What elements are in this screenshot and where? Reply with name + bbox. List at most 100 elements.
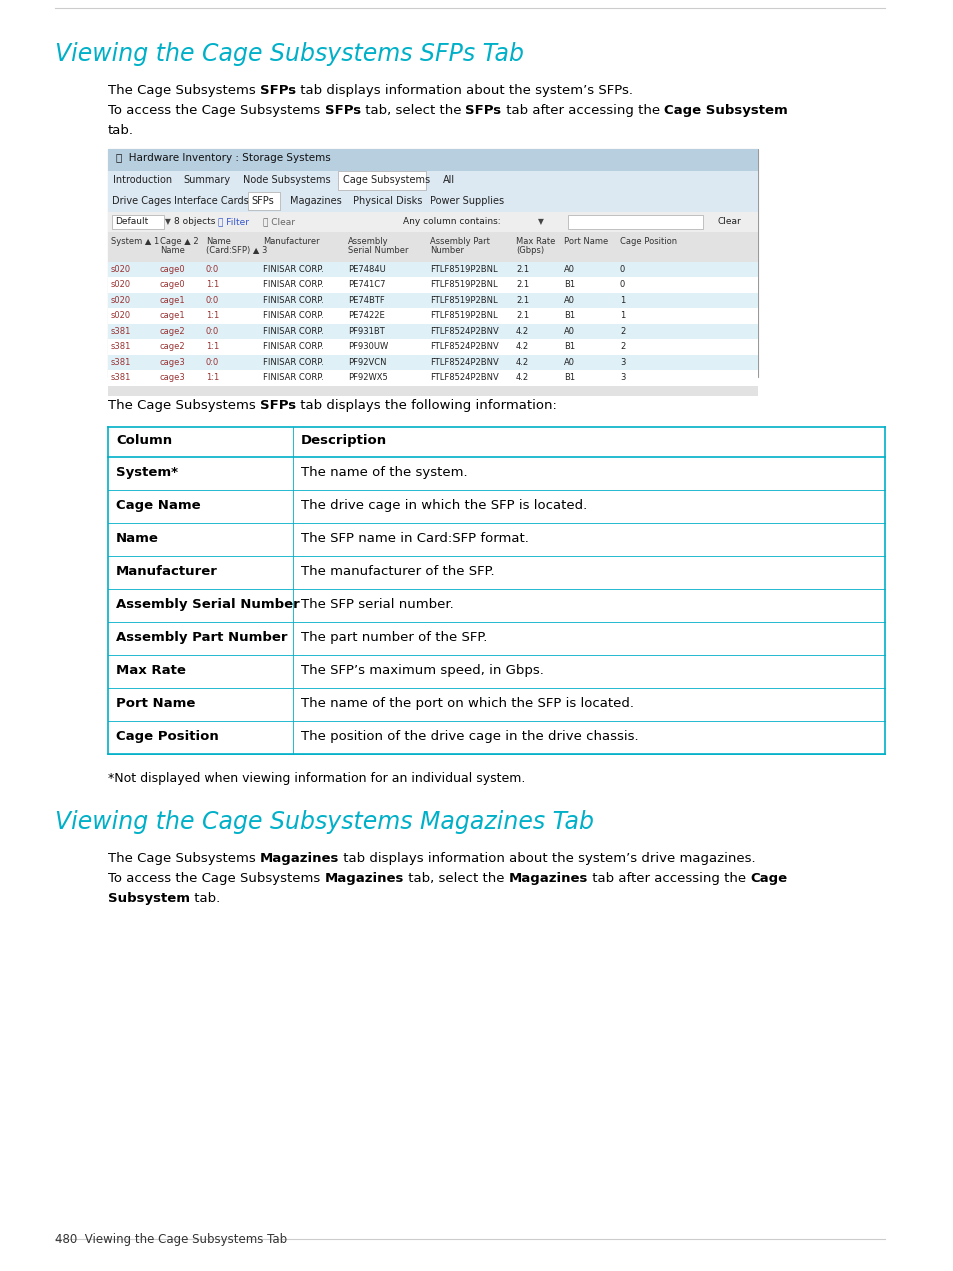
Bar bbox=[108, 371, 758, 386]
Text: 0:0: 0:0 bbox=[206, 327, 219, 336]
Text: Assembly Serial Number: Assembly Serial Number bbox=[116, 597, 299, 611]
Text: 1: 1 bbox=[619, 296, 624, 305]
Text: Physical Disks: Physical Disks bbox=[353, 196, 422, 206]
Text: cage3: cage3 bbox=[160, 358, 186, 367]
Text: (Gbps): (Gbps) bbox=[516, 247, 543, 255]
Text: tab, select the: tab, select the bbox=[403, 872, 508, 885]
Text: tab displays information about the system’s SFPs.: tab displays information about the syste… bbox=[295, 84, 633, 97]
Text: 📄 Filter: 📄 Filter bbox=[218, 217, 249, 226]
Text: Max Rate: Max Rate bbox=[516, 236, 555, 247]
Text: 2: 2 bbox=[619, 327, 624, 336]
Bar bbox=[337, 172, 426, 189]
Text: Serial Number: Serial Number bbox=[348, 247, 408, 255]
Text: Cage Subsystems: Cage Subsystems bbox=[343, 175, 430, 186]
Text: The name of the system.: The name of the system. bbox=[301, 466, 467, 479]
Text: Drive Cages: Drive Cages bbox=[112, 196, 172, 206]
Text: cage0: cage0 bbox=[160, 264, 186, 275]
Text: tab displays the following information:: tab displays the following information: bbox=[295, 399, 557, 412]
Text: To access the Cage Subsystems: To access the Cage Subsystems bbox=[108, 872, 324, 885]
Text: A0: A0 bbox=[563, 296, 575, 305]
Bar bbox=[108, 172, 758, 192]
Text: cage2: cage2 bbox=[160, 342, 186, 352]
Bar bbox=[108, 588, 884, 622]
Text: Power Supplies: Power Supplies bbox=[430, 196, 503, 206]
Bar bbox=[108, 192, 758, 212]
Text: FTLF8519P2BNL: FTLF8519P2BNL bbox=[430, 311, 497, 320]
Text: s020: s020 bbox=[111, 264, 131, 275]
Text: 4.2: 4.2 bbox=[516, 358, 529, 367]
Bar bbox=[108, 309, 758, 324]
Text: FINISAR CORP.: FINISAR CORP. bbox=[263, 296, 323, 305]
Bar bbox=[108, 355, 758, 371]
Text: FTLF8519P2BNL: FTLF8519P2BNL bbox=[430, 281, 497, 290]
Text: s381: s381 bbox=[111, 374, 132, 383]
Bar bbox=[108, 622, 884, 655]
Text: FINISAR CORP.: FINISAR CORP. bbox=[263, 281, 323, 290]
Bar bbox=[108, 212, 758, 233]
Text: cage1: cage1 bbox=[160, 296, 186, 305]
Text: Magazines: Magazines bbox=[508, 872, 587, 885]
Text: cage3: cage3 bbox=[160, 374, 186, 383]
Text: The SFP name in Card:SFP format.: The SFP name in Card:SFP format. bbox=[301, 533, 528, 545]
Text: The position of the drive cage in the drive chassis.: The position of the drive cage in the dr… bbox=[301, 730, 638, 744]
Text: Manufacturer: Manufacturer bbox=[116, 566, 217, 578]
Text: The drive cage in which the SFP is located.: The drive cage in which the SFP is locat… bbox=[301, 500, 587, 512]
Bar bbox=[108, 522, 884, 555]
Text: cage1: cage1 bbox=[160, 311, 186, 320]
Text: *Not displayed when viewing information for an individual system.: *Not displayed when viewing information … bbox=[108, 771, 525, 785]
Bar bbox=[108, 655, 884, 688]
Text: 4.2: 4.2 bbox=[516, 342, 529, 352]
Text: Column: Column bbox=[116, 433, 172, 447]
Text: Cage ▲ 2: Cage ▲ 2 bbox=[160, 236, 198, 247]
Text: PF92VCN: PF92VCN bbox=[348, 358, 386, 367]
Text: Max Rate: Max Rate bbox=[116, 663, 186, 677]
Text: 2: 2 bbox=[619, 342, 624, 352]
Text: Cage Subsystem: Cage Subsystem bbox=[663, 104, 787, 117]
Text: tab.: tab. bbox=[190, 892, 220, 905]
Text: 4.2: 4.2 bbox=[516, 327, 529, 336]
Bar bbox=[108, 339, 758, 355]
Text: s381: s381 bbox=[111, 342, 132, 352]
Text: PE7422E: PE7422E bbox=[348, 311, 384, 320]
Text: B1: B1 bbox=[563, 374, 575, 383]
Text: Port Name: Port Name bbox=[563, 236, 608, 247]
Text: The manufacturer of the SFP.: The manufacturer of the SFP. bbox=[301, 566, 494, 578]
Text: s020: s020 bbox=[111, 281, 131, 290]
Text: Cage Position: Cage Position bbox=[619, 236, 677, 247]
Text: Assembly Part Number: Assembly Part Number bbox=[116, 630, 287, 644]
Text: FINISAR CORP.: FINISAR CORP. bbox=[263, 374, 323, 383]
Text: s381: s381 bbox=[111, 358, 132, 367]
Text: 2.1: 2.1 bbox=[516, 281, 529, 290]
Text: Viewing the Cage Subsystems SFPs Tab: Viewing the Cage Subsystems SFPs Tab bbox=[55, 42, 523, 66]
Text: SFPs: SFPs bbox=[260, 84, 295, 97]
Text: 0: 0 bbox=[619, 264, 624, 275]
Text: 1:1: 1:1 bbox=[206, 311, 219, 320]
Bar bbox=[108, 458, 884, 491]
Text: SFPs: SFPs bbox=[324, 104, 360, 117]
Text: Interface Cards: Interface Cards bbox=[173, 196, 249, 206]
Text: 3: 3 bbox=[619, 374, 625, 383]
Text: Subsystem: Subsystem bbox=[108, 892, 190, 905]
Text: Magazines: Magazines bbox=[324, 872, 403, 885]
Text: The name of the port on which the SFP is located.: The name of the port on which the SFP is… bbox=[301, 697, 634, 710]
Text: Ⓡ  Hardware Inventory : Storage Systems: Ⓡ Hardware Inventory : Storage Systems bbox=[116, 153, 331, 163]
Text: ▼: ▼ bbox=[537, 217, 543, 226]
Text: Clear: Clear bbox=[718, 217, 741, 226]
Text: Assembly: Assembly bbox=[348, 236, 388, 247]
Bar bbox=[108, 688, 884, 721]
Text: 4.2: 4.2 bbox=[516, 374, 529, 383]
Text: 0:0: 0:0 bbox=[206, 264, 219, 275]
Text: System*: System* bbox=[116, 466, 178, 479]
Text: 2.1: 2.1 bbox=[516, 264, 529, 275]
Bar bbox=[108, 149, 758, 172]
Text: Name: Name bbox=[206, 236, 231, 247]
Text: 8 objects: 8 objects bbox=[173, 217, 215, 226]
Text: The Cage Subsystems: The Cage Subsystems bbox=[108, 399, 260, 412]
Bar bbox=[108, 294, 758, 309]
Text: B1: B1 bbox=[563, 311, 575, 320]
Text: Description: Description bbox=[301, 433, 387, 447]
Text: cage0: cage0 bbox=[160, 281, 186, 290]
Text: (Card:SFP) ▲ 3: (Card:SFP) ▲ 3 bbox=[206, 247, 267, 255]
Text: Introduction: Introduction bbox=[112, 175, 172, 186]
Text: All: All bbox=[442, 175, 455, 186]
